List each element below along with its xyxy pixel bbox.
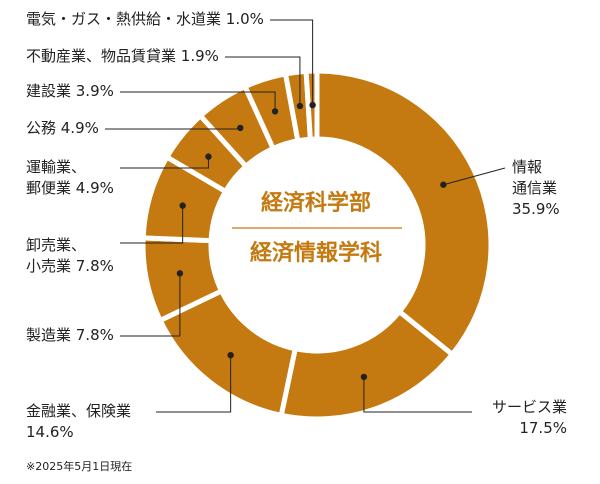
chart-leader-lines [105,19,506,413]
leader-line-6 [105,127,241,130]
leader-dot-9 [309,101,316,109]
leader-line-5 [120,156,209,169]
leader-line-3 [120,273,181,337]
slice-label-9: 電気・ガス・熱供給・水道業 1.0% [26,10,264,28]
leader-line-0 [443,167,506,186]
slice-label-7: 建設業 3.9% [26,82,114,100]
slice-label-3: 製造業 7.8% [26,326,114,344]
leader-dot-8 [296,102,304,110]
chart-labels: 情報通信業 35.9% サービス業 17.5% 金融業、保険業 14.6% 製造業 7.8%… [26,10,567,441]
slice-label-2: 金融業、保険業 14.6% [26,402,131,441]
footnote: ※2025年5月1日現在 [26,460,133,473]
leader-line-9 [270,19,314,106]
leader-line-2 [156,355,232,413]
chart-slices [140,68,494,422]
leader-line-1 [363,376,472,413]
slice-label-6: 公務 4.9% [26,119,99,137]
leader-line-7 [120,91,276,112]
slice-label-0: 情報通信業 35.9% [512,158,560,218]
slice-label-1: サービス業 17.5% [492,398,567,437]
leader-line-8 [225,56,301,107]
slice-label-8: 不動産業、物品賃貸業 1.9% [26,47,219,65]
slice-label-5: 運輸業、郵便業 4.9% [26,158,114,197]
leader-dot-2 [227,351,234,359]
center-title-1: 経済科学部 [261,190,371,216]
slice-0 [314,68,494,358]
center-title-2: 経済情報学科 [250,240,382,266]
leader-line-4 [120,205,184,244]
slice-label-4: 卸売業、小売業 7.8% [26,236,114,275]
